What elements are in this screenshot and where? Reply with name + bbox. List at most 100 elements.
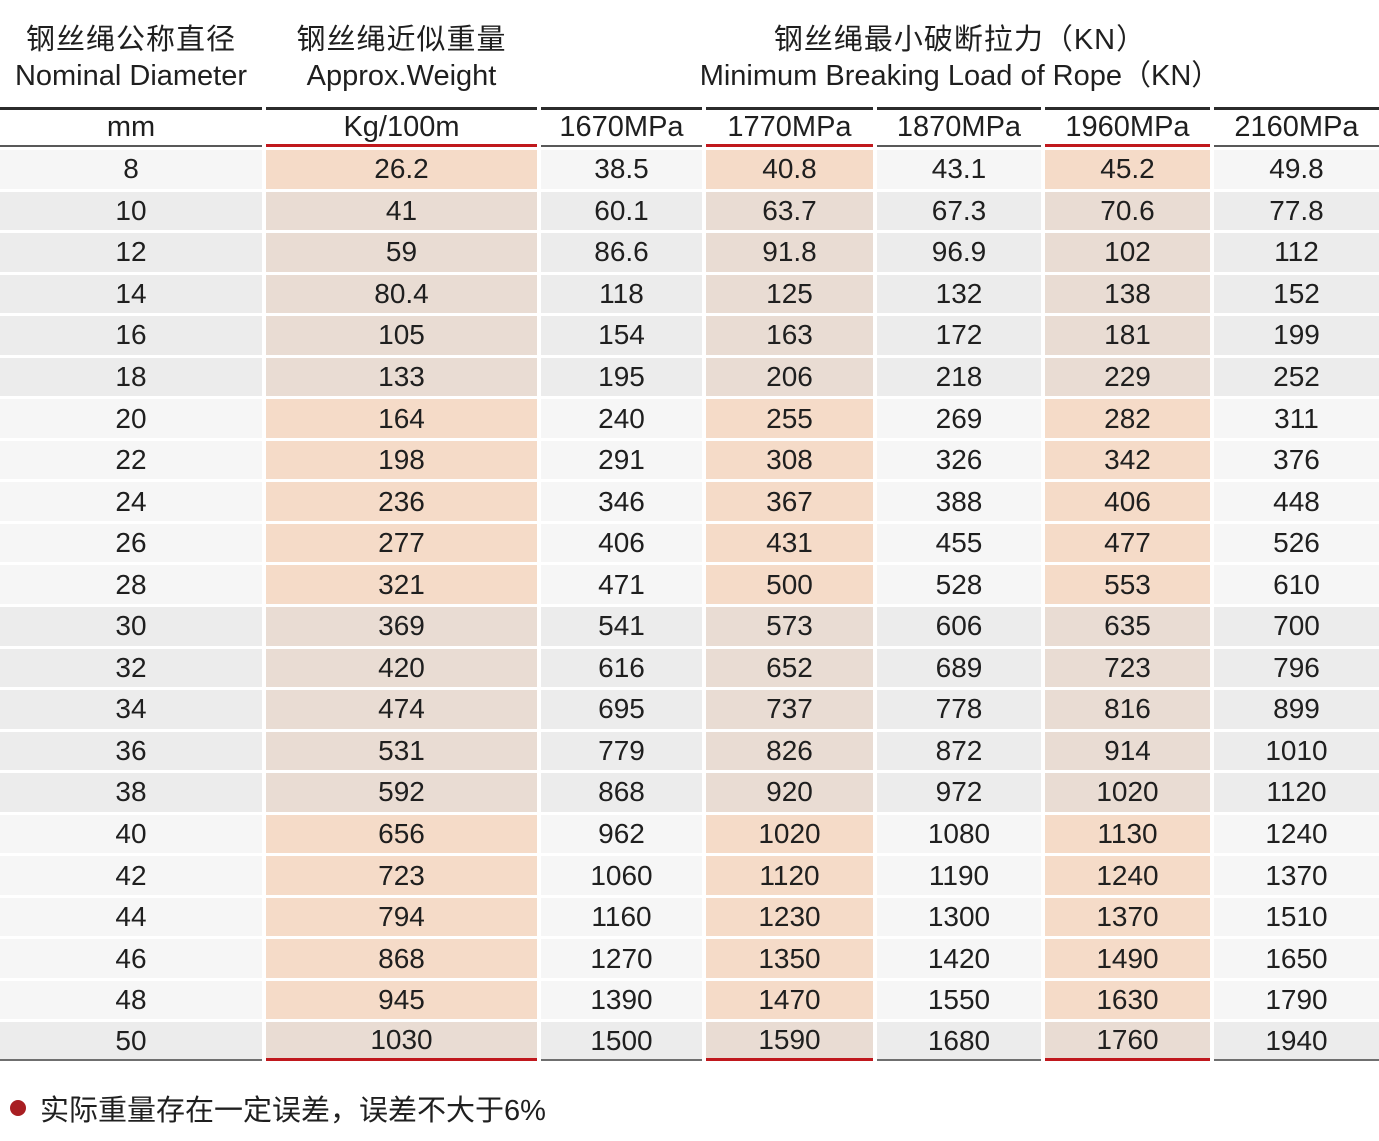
header-title-zh: 钢丝绳公称直径 xyxy=(25,24,236,57)
table-cell: 67.3 xyxy=(877,191,1041,231)
table-cell: 610 xyxy=(1214,565,1379,605)
table-cell: 63.7 xyxy=(706,191,873,231)
header-title-en: Nominal Diameter xyxy=(14,59,248,92)
table-cell: 43.1 xyxy=(877,150,1041,189)
table-cell: 920 xyxy=(706,773,873,812)
table-cell: 308 xyxy=(706,440,873,480)
header-title-en: Minimum Breaking Load of Rope（KN） xyxy=(699,59,1221,92)
table-cell: 1030 xyxy=(266,1022,537,1062)
table-cell: 321 xyxy=(266,565,537,605)
table-cell: 1390 xyxy=(541,980,702,1020)
table-cell: 26 xyxy=(0,523,262,563)
table-cell: 229 xyxy=(1045,357,1210,397)
table-cell: 30 xyxy=(0,607,262,646)
table-cell: 41 xyxy=(266,191,537,231)
table-cell: 240 xyxy=(541,399,702,438)
table-cell: 28 xyxy=(0,565,262,605)
table-cell: 1230 xyxy=(706,897,873,937)
table-cell: 199 xyxy=(1214,316,1379,355)
table-cell: 406 xyxy=(1045,482,1210,521)
table-cell: 10 xyxy=(0,191,262,231)
table-cell: 1590 xyxy=(706,1022,873,1062)
table-cell: 1130 xyxy=(1045,814,1210,854)
table-cell: 40 xyxy=(0,814,262,854)
table-cell: 42 xyxy=(0,856,262,895)
table-cell: 1940 xyxy=(1214,1022,1379,1062)
table-cell: 172 xyxy=(877,316,1041,355)
table-cell: 1760 xyxy=(1045,1022,1210,1062)
table-cell: 1240 xyxy=(1045,856,1210,895)
table-cell: 899 xyxy=(1214,690,1379,729)
table-cell: 388 xyxy=(877,482,1041,521)
table-cell: 252 xyxy=(1214,357,1379,397)
table-cell: 1160 xyxy=(541,897,702,937)
table-cell: 282 xyxy=(1045,399,1210,438)
unit-header-cell: 1960MPa xyxy=(1045,107,1210,147)
table-cell: 218 xyxy=(877,357,1041,397)
table-cell: 91.8 xyxy=(706,233,873,272)
table-cell: 1470 xyxy=(706,980,873,1020)
table-cell: 1120 xyxy=(1214,773,1379,812)
table-cell: 14 xyxy=(0,274,262,314)
table-cell: 59 xyxy=(266,233,537,272)
table-cell: 198 xyxy=(266,440,537,480)
table-cell: 18 xyxy=(0,357,262,397)
table-cell: 455 xyxy=(877,523,1041,563)
table-cell: 46 xyxy=(0,939,262,978)
wire-rope-spec-table: 钢丝绳公称直径 Nominal Diameter 钢丝绳近似重量 Approx.Wei… xyxy=(0,0,1379,1062)
table-cell: 872 xyxy=(877,731,1041,771)
table-cell: 32 xyxy=(0,648,262,688)
table-cell: 606 xyxy=(877,607,1041,646)
table-cell: 12 xyxy=(0,233,262,272)
table-cell: 164 xyxy=(266,399,537,438)
unit-header-cell: 1870MPa xyxy=(877,107,1041,147)
table-cell: 592 xyxy=(266,773,537,812)
header-group-1: 钢丝绳近似重量 Approx.Weight xyxy=(266,0,537,104)
table-cell: 1060 xyxy=(541,856,702,895)
table-cell: 118 xyxy=(541,274,702,314)
header-title-zh: 钢丝绳近似重量 xyxy=(296,24,507,57)
table-cell: 22 xyxy=(0,440,262,480)
table-cell: 181 xyxy=(1045,316,1210,355)
table-cell: 1270 xyxy=(541,939,702,978)
footnote-text: 实际重量存在一定误差，误差不大于6% xyxy=(40,1095,546,1128)
table-cell: 972 xyxy=(877,773,1041,812)
table-cell: 277 xyxy=(266,523,537,563)
table-cell: 326 xyxy=(877,440,1041,480)
header-title-en: Approx.Weight xyxy=(306,59,497,92)
table-cell: 255 xyxy=(706,399,873,438)
table-cell: 796 xyxy=(1214,648,1379,688)
table-cell: 40.8 xyxy=(706,150,873,189)
table-cell: 528 xyxy=(877,565,1041,605)
table-cell: 80.4 xyxy=(266,274,537,314)
table-cell: 269 xyxy=(877,399,1041,438)
table-cell: 152 xyxy=(1214,274,1379,314)
table-cell: 868 xyxy=(541,773,702,812)
table-cell: 342 xyxy=(1045,440,1210,480)
table-cell: 38 xyxy=(0,773,262,812)
table-cell: 138 xyxy=(1045,274,1210,314)
red-bullet-icon xyxy=(10,1100,26,1117)
table-cell: 635 xyxy=(1045,607,1210,646)
table-cell: 77.8 xyxy=(1214,191,1379,231)
table-cell: 1490 xyxy=(1045,939,1210,978)
table-cell: 376 xyxy=(1214,440,1379,480)
table-cell: 723 xyxy=(1045,648,1210,688)
unit-header-cell: Kg/100m xyxy=(266,107,537,147)
table-cell: 471 xyxy=(541,565,702,605)
table-cell: 105 xyxy=(266,316,537,355)
table-cell: 48 xyxy=(0,980,262,1020)
table-cell: 652 xyxy=(706,648,873,688)
table-cell: 26.2 xyxy=(266,150,537,189)
table-cell: 60.1 xyxy=(541,191,702,231)
table-cell: 346 xyxy=(541,482,702,521)
table-cell: 132 xyxy=(877,274,1041,314)
table-cell: 794 xyxy=(266,897,537,937)
table-cell: 826 xyxy=(706,731,873,771)
table-cell: 369 xyxy=(266,607,537,646)
table-cell: 49.8 xyxy=(1214,150,1379,189)
table-cell: 16 xyxy=(0,316,262,355)
table-cell: 125 xyxy=(706,274,873,314)
table-cell: 34 xyxy=(0,690,262,729)
table-cell: 1650 xyxy=(1214,939,1379,978)
